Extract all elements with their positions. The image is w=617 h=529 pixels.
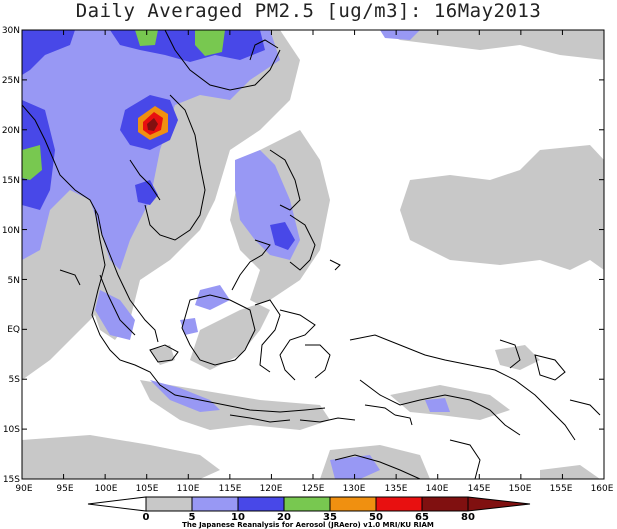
lat-label: 20N — [2, 126, 20, 136]
pm25-level-35-50 — [22, 30, 225, 180]
lon-label: 130E — [343, 484, 366, 494]
latitude-labels: 30N 25N 20N 15N 10N 5N EQ 5S 10S 15S — [2, 26, 20, 485]
lon-label: 115E — [219, 484, 242, 494]
lon-label: 105E — [136, 484, 159, 494]
pm25-field — [22, 30, 604, 479]
colorbar-segment — [329, 496, 377, 512]
lon-label: 150E — [509, 484, 532, 494]
lat-label: 25N — [2, 76, 20, 86]
lon-label: 160E — [591, 484, 614, 494]
lat-label: 30N — [2, 26, 20, 36]
map-title: Daily Averaged PM2.5 [ug/m3]: 16May2013 — [75, 0, 542, 22]
lat-label: 15N — [2, 176, 20, 186]
colorbar-segment — [421, 496, 469, 512]
lat-label: 5S — [9, 375, 21, 385]
colorbar-label: 5 — [189, 512, 196, 523]
colorbar: 0 5 10 20 35 50 65 80 The Japanese Reana… — [87, 496, 531, 529]
colorbar-segment — [145, 496, 193, 512]
lat-label: 10S — [3, 425, 20, 435]
lon-label: 155E — [550, 484, 573, 494]
colorbar-label: 35 — [323, 512, 337, 523]
colorbar-label: 50 — [369, 512, 383, 523]
colorbar-label: 10 — [231, 512, 245, 523]
lon-label: 100E — [95, 484, 118, 494]
lon-label: 135E — [385, 484, 408, 494]
lat-label: 10N — [2, 226, 20, 236]
lon-label: 110E — [177, 484, 200, 494]
colorbar-segment — [191, 496, 239, 512]
lat-label: EQ — [7, 325, 20, 335]
lon-label: 95E — [56, 484, 73, 494]
lon-label: 125E — [302, 484, 325, 494]
lon-label: 140E — [426, 484, 449, 494]
lat-label: 5N — [8, 276, 20, 286]
pm25-level-10-20 — [22, 30, 450, 479]
colorbar-label: 20 — [277, 512, 291, 523]
colorbar-segment — [283, 496, 331, 512]
colorbar-label: 80 — [461, 512, 475, 523]
colorbar-segment — [87, 496, 147, 512]
longitude-labels: 90E 95E 100E 105E 110E 115E 120E 125E 13… — [15, 484, 613, 494]
colorbar-label: 65 — [415, 512, 429, 523]
axis-ticks — [21, 29, 605, 480]
colorbar-segment — [237, 496, 285, 512]
colorbar-segment — [467, 496, 531, 512]
credit-text: The Japanese Reanalysis for Aerosol (JRA… — [182, 521, 434, 529]
lon-label: 120E — [260, 484, 283, 494]
lat-label: 15S — [3, 475, 20, 485]
lon-label: 90E — [15, 484, 32, 494]
colorbar-segment — [375, 496, 423, 512]
pm25-level-20-35 — [22, 30, 295, 250]
colorbar-label: 0 — [143, 512, 150, 523]
pm25-hotspot — [138, 106, 168, 140]
lon-label: 145E — [468, 484, 491, 494]
coastlines — [22, 30, 601, 479]
